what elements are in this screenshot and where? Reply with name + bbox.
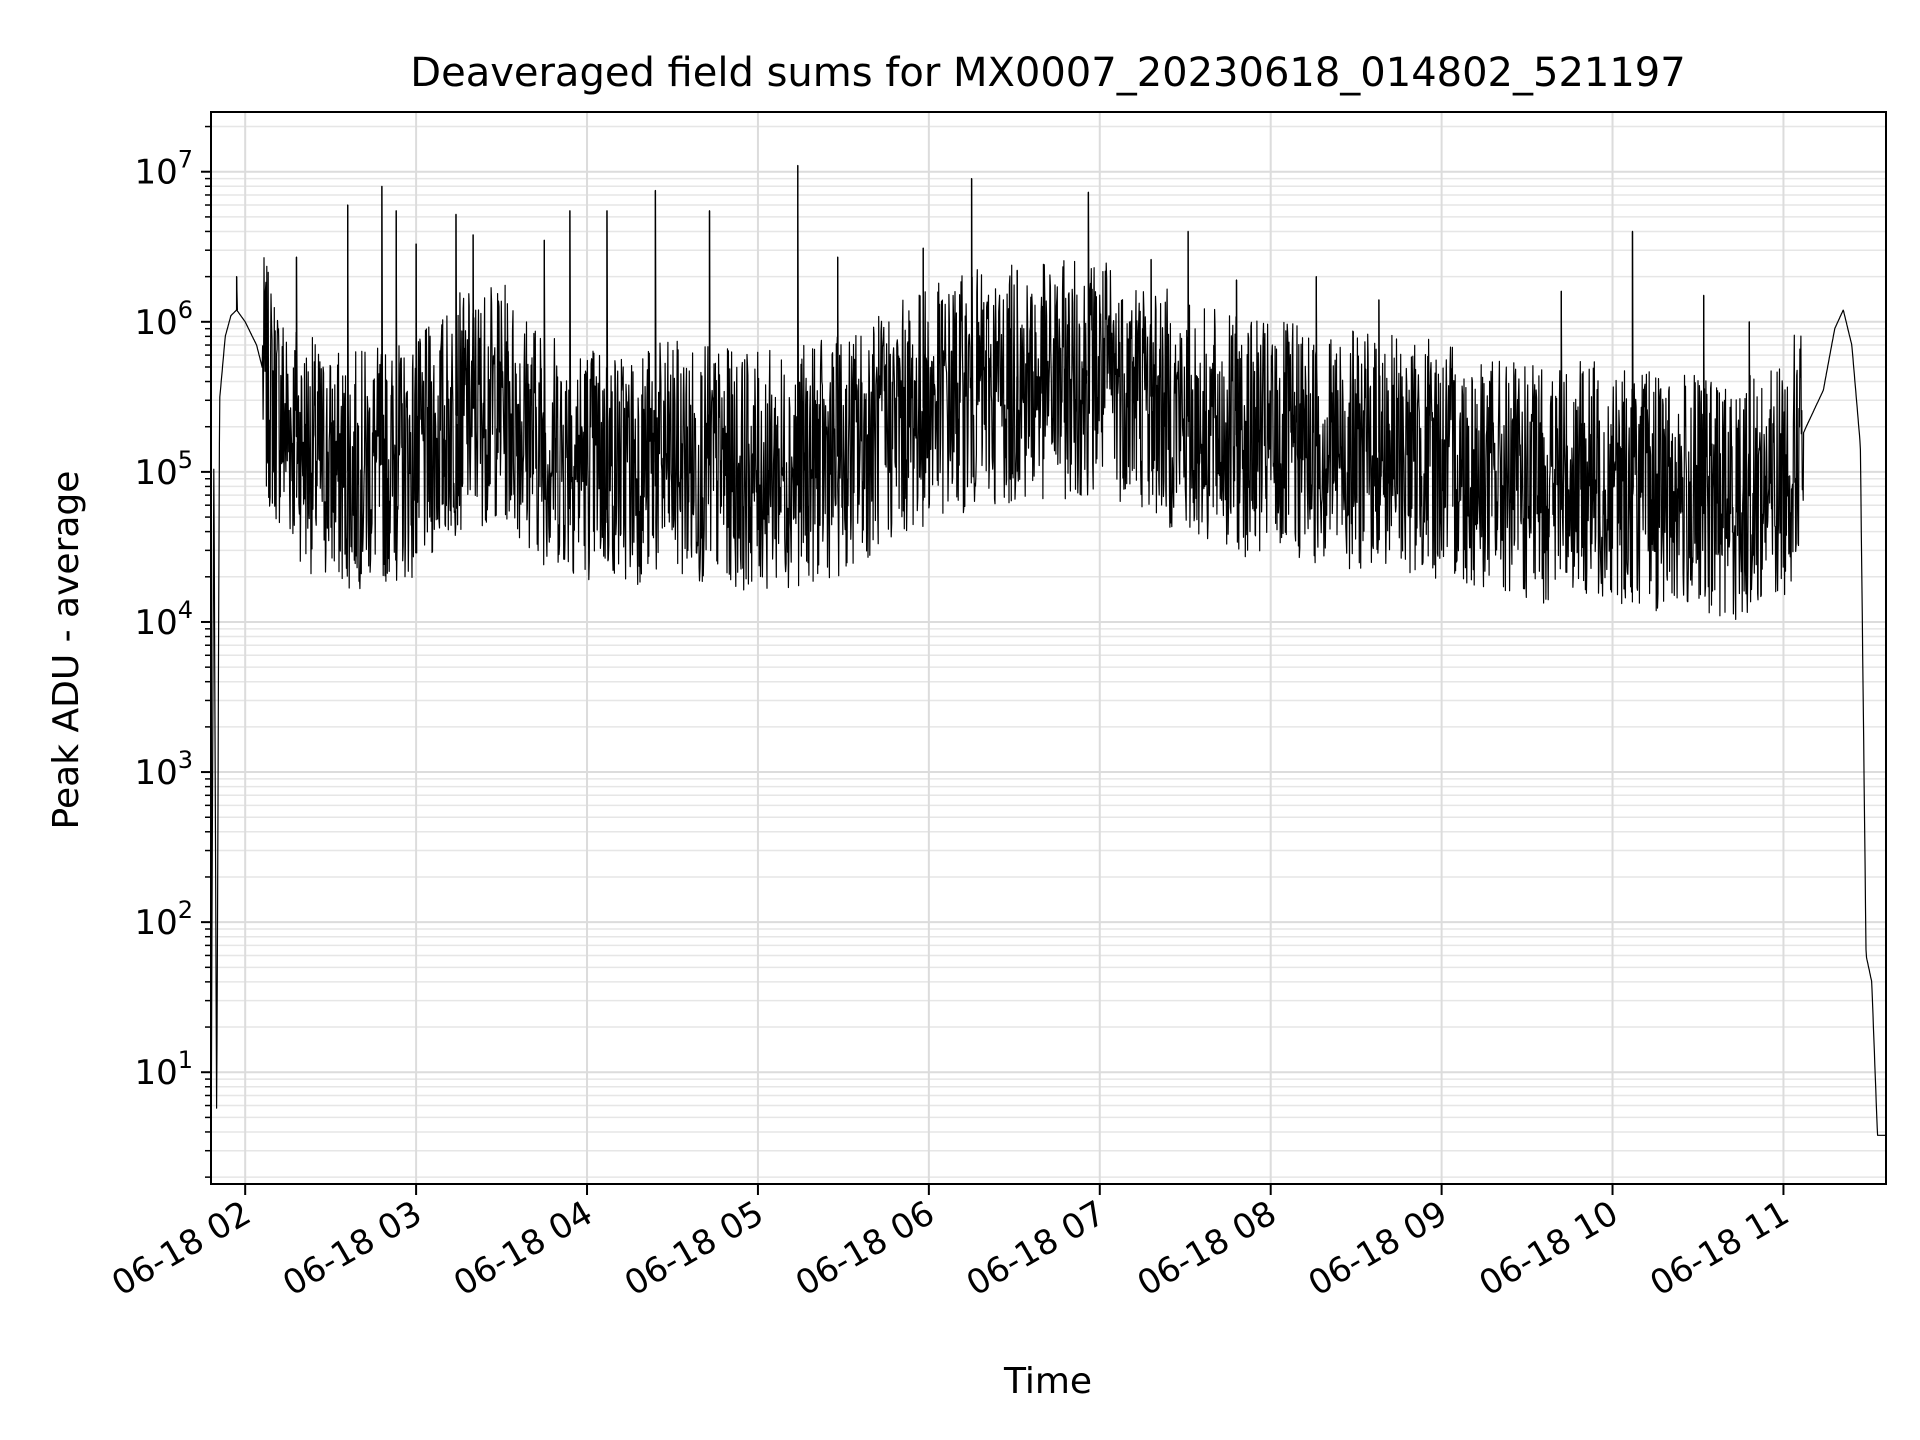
y-tick-label: 107 — [134, 146, 193, 193]
y-tick-label: 106 — [134, 296, 193, 343]
y-axis-label: Peak ADU - average — [46, 471, 87, 830]
y-tick-label: 104 — [134, 596, 193, 643]
y-tick-label: 101 — [134, 1046, 193, 1093]
plot-frame — [210, 111, 1887, 1185]
data-series — [210, 164, 1887, 1178]
y-tick-label: 103 — [134, 746, 193, 793]
chart-title: Deaveraged field sums for MX0007_2023061… — [410, 50, 1685, 96]
grid — [211, 112, 1886, 1184]
y-axis-ticks: 101 102 103 104 105 106 107 — [134, 125, 211, 1178]
series-line — [210, 164, 1887, 1178]
y-tick-label: 102 — [134, 896, 193, 943]
y-tick-label: 105 — [134, 446, 193, 493]
x-axis-label: Time — [1003, 1361, 1092, 1402]
